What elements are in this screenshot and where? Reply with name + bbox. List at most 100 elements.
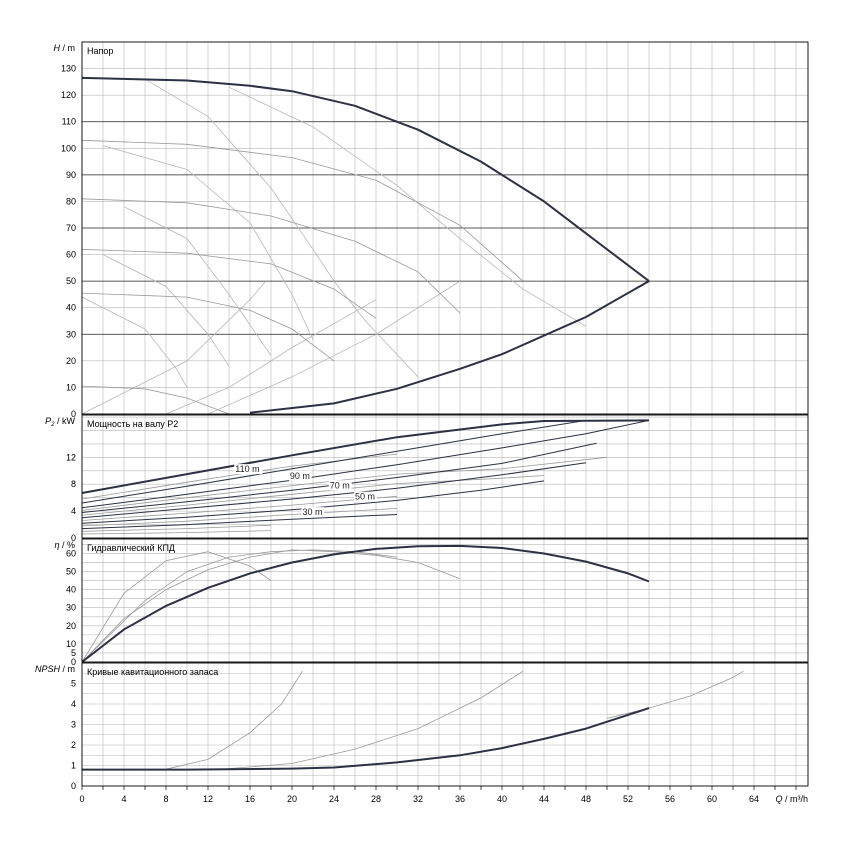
main-curve-npsh (82, 707, 650, 771)
y-tick-label: 3 (71, 720, 76, 730)
y-tick-label: 40 (66, 585, 76, 595)
envelope-curve (249, 280, 650, 414)
y-tick-label: 1 (71, 761, 76, 771)
x-axis-label: Q / m³/h (775, 794, 808, 804)
panel-title-head: Напор (87, 46, 113, 56)
curve-label-bg (354, 491, 377, 502)
y-tick-label: 100 (61, 143, 76, 153)
curve-label: 90 m (290, 471, 310, 481)
y-tick-label: 20 (66, 621, 76, 631)
y-tick-label: 30 (66, 603, 76, 613)
y-tick-label: 10 (66, 639, 76, 649)
secondary-curve (81, 508, 398, 527)
x-tick-label: 52 (623, 794, 633, 804)
curve-label-bg (288, 470, 312, 481)
y-tick-label: 0 (71, 533, 76, 543)
y-axis-label-npsh: NPSH / m (35, 664, 75, 674)
y-tick-label: 0 (71, 409, 76, 419)
power-curve (81, 480, 545, 524)
y-tick-label: 90 (66, 170, 76, 180)
curve-label: 70 m (330, 480, 350, 490)
power-curve (81, 419, 650, 509)
main-curve-efficiency (81, 544, 650, 663)
speed-curve (81, 385, 230, 415)
iso-efficiency-curve (165, 299, 377, 415)
x-tick-label: 32 (413, 794, 423, 804)
power-curve (81, 442, 597, 513)
x-tick-label: 8 (163, 794, 168, 804)
x-tick-label: 40 (497, 794, 507, 804)
panel-title-efficiency: Гидравлический КПД (87, 543, 175, 553)
y-tick-label: 20 (66, 356, 76, 366)
power-curve (81, 514, 398, 530)
secondary-curve (81, 549, 461, 663)
iso-efficiency-curve (81, 280, 267, 415)
speed-curve (81, 248, 377, 319)
power-curve (81, 462, 587, 519)
y-axis-label-power: P2 / kW (45, 416, 75, 428)
y-tick-label: 50 (66, 567, 76, 577)
speed-curve (81, 139, 524, 282)
iso-efficiency-curve (102, 254, 230, 367)
y-tick-label: 60 (66, 548, 76, 558)
iso-efficiency-curve (102, 145, 314, 340)
main-curve-power (81, 419, 650, 494)
secondary-curve (606, 670, 744, 719)
x-tick-label: 28 (371, 794, 381, 804)
y-tick-label: 5 (71, 679, 76, 689)
x-tick-label: 24 (329, 794, 339, 804)
panel-frame-npsh (81, 662, 809, 787)
main-curve-head (81, 76, 650, 282)
secondary-curve (81, 670, 303, 770)
secondary-curve (81, 495, 398, 521)
x-tick-label: 44 (539, 794, 549, 804)
y-tick-label: 80 (66, 196, 76, 206)
y-tick-label: 70 (66, 223, 76, 233)
y-tick-label: 50 (66, 276, 76, 286)
curve-label-bg (301, 507, 325, 518)
x-tick-label: 48 (581, 794, 591, 804)
panel-title-power: Мощность на валу P2 (87, 419, 178, 429)
y-tick-label: 60 (66, 250, 76, 260)
y-tick-label: 10 (66, 382, 76, 392)
iso-efficiency-curve (228, 86, 587, 327)
y-tick-label: 40 (66, 303, 76, 313)
y-axis-label-efficiency: η / % (54, 540, 75, 550)
panel-frame-power (81, 414, 809, 539)
y-tick-label: 0 (71, 781, 76, 791)
speed-curve (81, 292, 335, 362)
y-tick-label: 110 (62, 117, 76, 127)
iso-efficiency-curve (207, 280, 461, 415)
iso-efficiency-curve (144, 78, 419, 378)
secondary-curve (81, 456, 608, 511)
panel-title-npsh: Кривые кавитационного запаса (87, 667, 218, 677)
frame-layer (81, 41, 809, 790)
y-tick-label: 30 (66, 329, 76, 339)
secondary-curve (81, 524, 272, 532)
grid-layer (81, 42, 808, 786)
y-tick-label: 5 (71, 648, 76, 658)
secondary-curve (228, 670, 524, 769)
speed-curve (81, 198, 461, 314)
y-tick-label: 2 (71, 740, 76, 750)
curve-label: 30 m (303, 507, 323, 517)
iso-efficiency-curve (81, 296, 188, 388)
panel-frame-head (81, 41, 809, 415)
y-tick-label: 4 (71, 699, 76, 709)
y-tick-label: 0 (71, 657, 76, 667)
y-tick-label: 8 (71, 479, 76, 489)
secondary-curve (81, 549, 398, 663)
x-tick-label: 0 (79, 794, 84, 804)
curve-label: 50 m (355, 492, 375, 502)
panel-frame-efficiency (81, 538, 809, 663)
x-tick-label: 16 (245, 794, 255, 804)
curve-label-bg (234, 464, 263, 475)
secondary-curve (81, 530, 272, 535)
curve-label-bg (328, 480, 352, 491)
y-axis-label-head: H / m (54, 43, 76, 53)
y-tick-label: 4 (71, 506, 76, 516)
secondary-curve (81, 551, 272, 663)
x-tick-label: 36 (455, 794, 465, 804)
